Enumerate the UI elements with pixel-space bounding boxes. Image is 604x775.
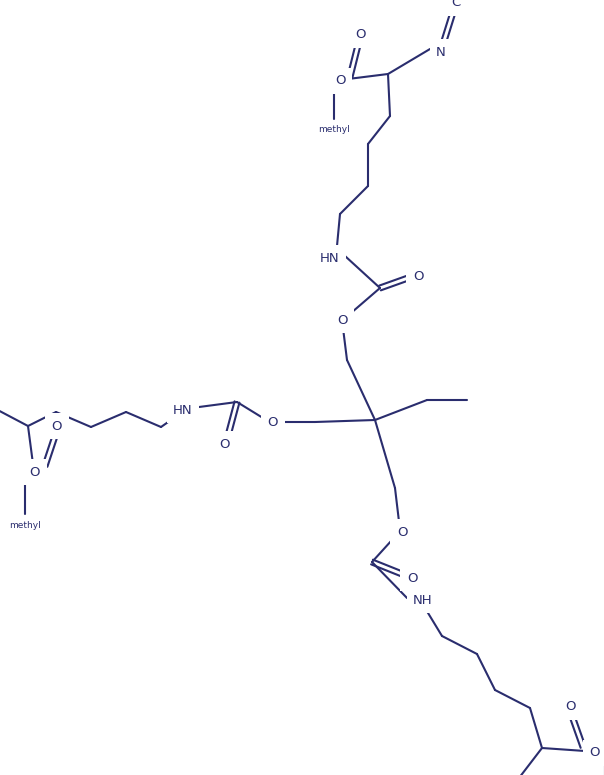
Text: O: O [406, 571, 417, 584]
Text: O: O [52, 419, 62, 432]
Text: O: O [397, 525, 407, 539]
Text: O: O [335, 74, 345, 88]
Text: N: N [436, 46, 446, 58]
Text: O: O [590, 746, 600, 760]
Text: methyl: methyl [318, 125, 350, 133]
Text: C: C [451, 0, 461, 9]
Text: NH: NH [413, 594, 433, 607]
Text: O: O [220, 438, 230, 450]
Text: HN: HN [320, 252, 340, 264]
Text: O: O [30, 466, 40, 478]
Text: HN: HN [173, 404, 193, 416]
Text: O: O [268, 415, 278, 429]
Text: O: O [413, 270, 423, 283]
Text: O: O [565, 701, 575, 714]
Text: O: O [337, 314, 347, 326]
Text: methyl: methyl [9, 522, 41, 531]
Text: O: O [355, 29, 365, 42]
